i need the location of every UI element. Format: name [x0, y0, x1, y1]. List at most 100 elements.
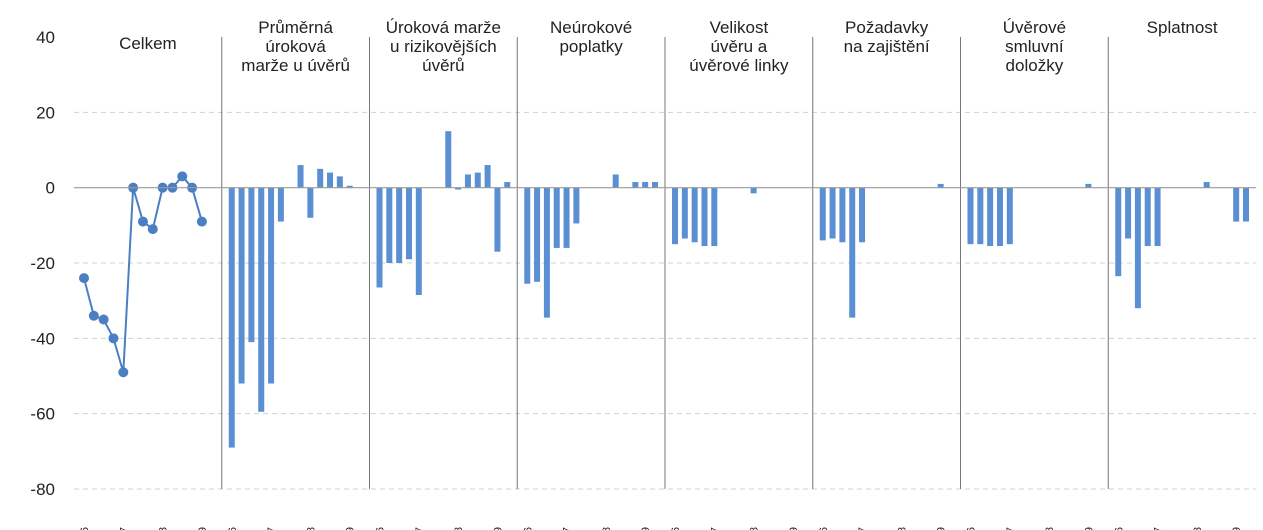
- bar: [1006, 187, 1013, 245]
- bar: [336, 176, 343, 188]
- x-tick-label: I/17: [857, 527, 869, 530]
- bar: [445, 131, 452, 188]
- bar: [494, 187, 501, 252]
- x-tick-label: I/16: [966, 527, 978, 530]
- bar: [1243, 187, 1249, 222]
- bar: [524, 187, 531, 284]
- bar: [632, 182, 639, 188]
- bar: [1233, 187, 1240, 222]
- bar: [1144, 187, 1151, 247]
- panel-title: poplatky: [559, 37, 623, 56]
- x-tick-label: I/17: [414, 527, 426, 530]
- x-tick-label: I/17: [562, 527, 574, 530]
- panel-title: Velikost: [710, 18, 769, 37]
- point: [98, 314, 109, 325]
- bar: [563, 187, 570, 248]
- panel-title: úvěrů: [422, 56, 465, 75]
- panel-title: Celkem: [119, 34, 177, 53]
- y-tick-label: -60: [30, 405, 55, 424]
- bar: [1203, 182, 1210, 188]
- bar: [859, 187, 866, 243]
- bar: [376, 187, 383, 288]
- bar: [1125, 187, 1132, 239]
- x-tick-label: I/18: [896, 527, 908, 530]
- bar: [386, 187, 393, 263]
- bar: [711, 187, 718, 247]
- x-tick-label: I/19: [640, 527, 652, 530]
- x-tick-label: I/17: [1153, 527, 1165, 530]
- y-tick-label: -80: [30, 480, 55, 499]
- x-tick-label: I/17: [709, 527, 721, 530]
- x-tick-label: I/18: [453, 527, 465, 530]
- bar: [307, 187, 314, 218]
- x-tick-label: I/17: [118, 527, 130, 530]
- x-tick-label: I/19: [1083, 527, 1095, 530]
- panel-title: Splatnost: [1147, 18, 1218, 37]
- y-tick-label: 20: [36, 103, 55, 122]
- x-tick-label: I/19: [1231, 527, 1243, 530]
- bar: [1134, 187, 1141, 309]
- bar: [681, 187, 688, 239]
- point: [177, 171, 188, 182]
- x-tick-label: I/18: [749, 527, 761, 530]
- bar: [612, 174, 619, 188]
- bar: [672, 187, 678, 245]
- panel-title: smluvní: [1005, 37, 1064, 56]
- bar: [996, 187, 1003, 247]
- bar: [455, 187, 462, 190]
- x-tick-label: I/16: [818, 527, 830, 530]
- x-tick-label: I/18: [1192, 527, 1204, 530]
- bar: [1085, 183, 1092, 188]
- bar: [248, 187, 255, 343]
- x-tick-label: I/19: [197, 527, 209, 530]
- bar: [819, 187, 826, 241]
- bar: [543, 187, 550, 318]
- bar: [642, 182, 649, 188]
- bar: [553, 187, 560, 248]
- bar: [258, 187, 265, 412]
- bar: [652, 182, 658, 188]
- bar: [839, 187, 846, 243]
- x-tick-label: I/17: [1005, 527, 1017, 530]
- panel-title: na zajištění: [844, 37, 930, 56]
- x-tick-label: I/16: [375, 527, 387, 530]
- bar: [464, 174, 471, 188]
- bar: [238, 187, 245, 384]
- panel-title: Úroková marže: [386, 18, 501, 37]
- bar: [701, 187, 708, 247]
- panel-title: Požadavky: [845, 18, 929, 37]
- bar: [977, 187, 984, 245]
- x-tick-label: I/17: [266, 527, 278, 530]
- point: [108, 333, 119, 344]
- bar: [987, 187, 994, 247]
- panel-title: Neúrokové: [550, 18, 632, 37]
- point: [196, 216, 207, 227]
- x-tick-label: I/18: [601, 527, 613, 530]
- bar: [829, 187, 836, 239]
- panel-title: úvěrové linky: [689, 56, 789, 75]
- bar: [573, 187, 580, 224]
- panel-title: Průměrná: [258, 18, 333, 37]
- bar: [1115, 187, 1122, 277]
- x-tick-label: I/16: [227, 527, 239, 530]
- bar: [534, 187, 541, 282]
- x-tick-label: I/16: [79, 527, 91, 530]
- bar: [346, 185, 353, 188]
- panel-title: Úvěrové: [1003, 18, 1066, 37]
- point: [88, 310, 99, 321]
- panel-title: doložky: [1006, 56, 1064, 75]
- point: [137, 216, 148, 227]
- bar: [228, 187, 235, 448]
- y-tick-label: -20: [30, 254, 55, 273]
- bar: [405, 187, 412, 260]
- point: [79, 273, 89, 284]
- panel-title: marže u úvěrů: [241, 56, 350, 75]
- x-tick-label: I/19: [492, 527, 504, 530]
- panel-title: u rizikovějších: [390, 37, 497, 56]
- bar: [691, 187, 698, 243]
- x-tick-label: I/16: [1113, 527, 1125, 530]
- point: [118, 367, 129, 378]
- x-tick-label: I/18: [305, 527, 317, 530]
- x-tick-label: I/18: [158, 527, 170, 530]
